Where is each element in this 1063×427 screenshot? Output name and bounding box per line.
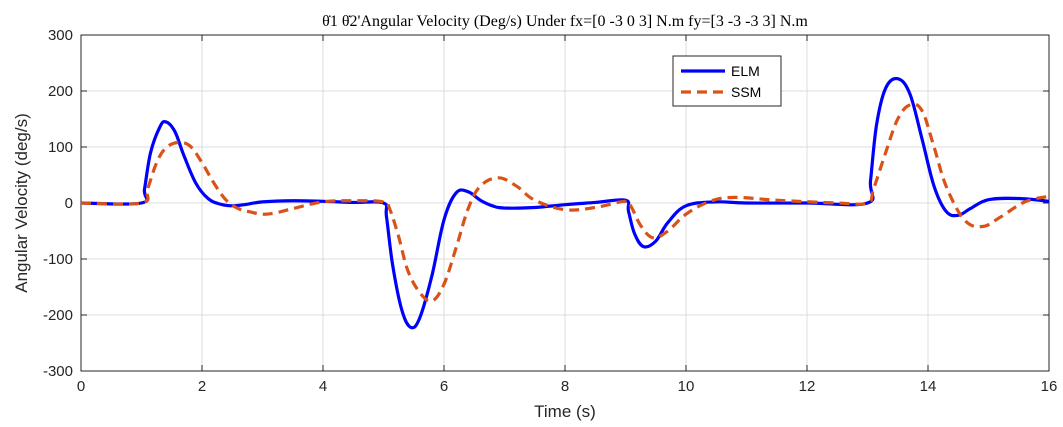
- legend-box: [672, 55, 782, 107]
- x-tick-label: 2: [198, 378, 206, 395]
- series-line-elm: [80, 76, 1050, 330]
- x-tick-label: 4: [319, 378, 327, 395]
- y-tick-label: 300: [48, 27, 73, 44]
- x-axis-label: Time (s): [534, 402, 596, 421]
- y-tick-label: -100: [43, 251, 73, 268]
- y-tick-label: 100: [48, 139, 73, 156]
- x-tick-label: 6: [440, 378, 448, 395]
- y-tick-label: 200: [48, 83, 73, 100]
- legend-label-ssm: SSM: [731, 84, 761, 100]
- y-axis-label: Angular Velocity (deg/s): [12, 113, 31, 293]
- y-tick-label: -200: [43, 307, 73, 324]
- x-tick-label: 10: [678, 378, 695, 395]
- x-tick-label: 16: [1041, 378, 1058, 395]
- series-line-ssm: [80, 102, 1050, 303]
- y-tick-label: -300: [43, 363, 73, 380]
- legend-label-elm: ELM: [731, 63, 760, 79]
- axis-ticks: 0 2 4 6 8 10 12 14 16 -300 -200 -100 0 100 200 300: [43, 27, 1057, 395]
- x-tick-label: 14: [920, 378, 937, 395]
- x-tick-label: 0: [77, 378, 85, 395]
- chart-title: θ̇1 θ̇2'Angular Velocity (Deg/s) Under f…: [322, 13, 808, 30]
- legend: ELM SSM: [672, 55, 782, 107]
- y-tick-label: 0: [65, 195, 73, 212]
- x-tick-label: 12: [799, 378, 816, 395]
- x-tick-label: 8: [561, 378, 569, 395]
- series-layer: [80, 76, 1050, 330]
